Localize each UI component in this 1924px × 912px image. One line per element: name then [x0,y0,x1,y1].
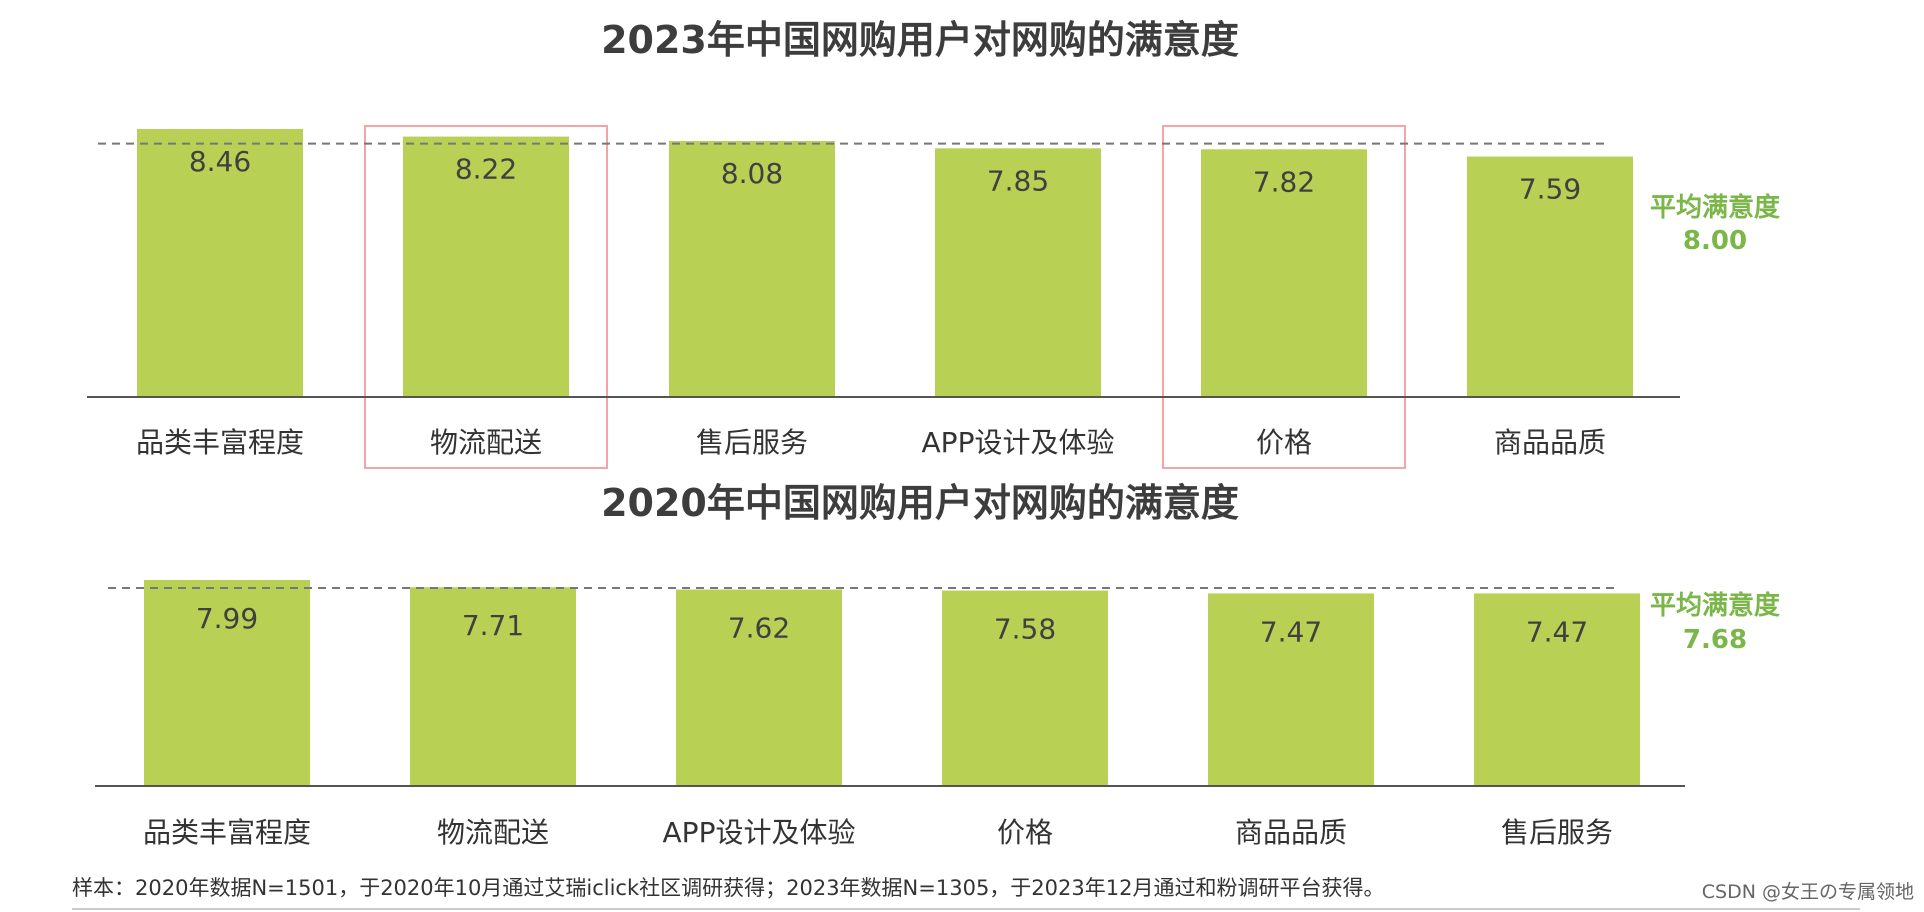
bars-2020: 7.99 品类丰富程度 7.71 物流配送 7.62 APP设计及体验 7.58 价格 7.47… [143,580,1640,849]
chart-title-2023: 2023年中国网购用户对网购的满意度 [601,18,1239,62]
value-label: 8.22 [455,153,517,186]
bar-售后服务 [1474,593,1640,786]
category-label: 物流配送 [430,426,542,459]
category-label: 商品品质 [1235,816,1347,849]
value-label: 7.99 [196,602,258,635]
value-label: 7.47 [1260,615,1322,648]
value-label: 7.71 [462,609,524,642]
value-label: 7.85 [987,164,1049,197]
category-label: 物流配送 [437,816,549,849]
category-label: APP设计及体验 [922,426,1115,459]
value-label: 7.62 [728,612,790,645]
bar-APP设计及体验 [676,589,842,786]
category-label: 售后服务 [696,426,808,459]
bar-商品品质 [1467,156,1633,397]
chart-2020: 2020年中国网购用户对网购的满意度 7.99 品类丰富程度 7.71 物流配送 7.6… [95,481,1780,849]
average-label-2023: 平均满意度 [1650,192,1780,223]
category-label: 价格 [1256,426,1312,459]
value-label: 7.82 [1253,165,1315,198]
chart-2023: 2023年中国网购用户对网购的满意度 8.46 品类丰富程度 8.22 物流配送 8.0… [87,18,1780,469]
category-label: 品类丰富程度 [143,816,311,849]
category-label: 商品品质 [1494,426,1606,459]
bar-价格 [1201,149,1367,397]
value-label: 7.59 [1519,173,1581,206]
value-label: 7.47 [1526,615,1588,648]
category-label: APP设计及体验 [663,816,856,849]
average-label-2020: 平均满意度 [1650,590,1780,621]
average-value-2020: 7.68 [1683,625,1747,655]
value-label: 7.58 [994,613,1056,646]
bar-品类丰富程度 [137,129,303,397]
category-label: 品类丰富程度 [136,426,304,459]
value-label: 8.08 [721,157,783,190]
bar-APP设计及体验 [935,148,1101,397]
bar-价格 [942,590,1108,786]
bar-物流配送 [410,587,576,786]
highlight-box-物流配送 [364,125,608,469]
bar-物流配送 [403,136,569,397]
value-label: 8.46 [189,145,251,178]
bar-商品品质 [1208,593,1374,786]
bar-品类丰富程度 [144,580,310,786]
category-label: 售后服务 [1501,816,1613,849]
watermark: CSDN @女王の专属领地 [1702,881,1914,903]
chart-title-2020: 2020年中国网购用户对网购的满意度 [601,481,1239,525]
average-value-2023: 8.00 [1683,226,1747,256]
bars-2023: 8.46 品类丰富程度 8.22 物流配送 8.08 售后服务 7.85 APP设计及体验 7.… [136,125,1633,469]
highlight-box-价格 [1162,125,1406,469]
bar-售后服务 [669,141,835,397]
category-label: 价格 [997,816,1053,849]
footnote: 样本：2020年数据N=1501，于2020年10月通过艾瑞iclick社区调研… [72,876,1384,900]
